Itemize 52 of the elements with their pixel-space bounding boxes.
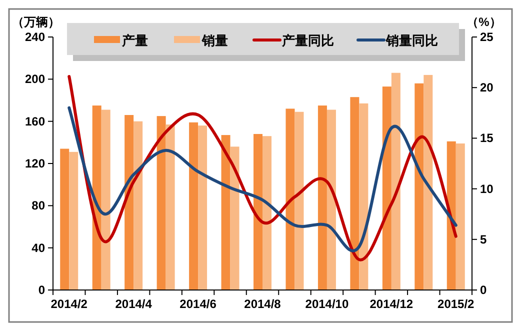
bar: [382, 86, 392, 290]
y2-axis-title: （%）: [466, 15, 502, 29]
bar: [198, 126, 208, 290]
bar: [391, 72, 400, 290]
bar: [286, 108, 295, 290]
bar: [101, 110, 110, 290]
legend-label: 产量: [121, 33, 148, 48]
legend-label: 销量同比: [385, 33, 438, 48]
y-tick-label: 40: [32, 240, 46, 255]
bar: [262, 136, 272, 290]
x-tick-label: 2014/4: [115, 297, 152, 311]
y-tick-label: 200: [24, 72, 46, 86]
bar: [424, 74, 433, 290]
x-tick-label: 2014/12: [370, 297, 414, 311]
x-tick-label: 2015/2: [438, 297, 475, 311]
y2-tick-label: 0: [480, 283, 487, 297]
y-axis-title: （万辆）: [12, 15, 60, 29]
y-tick-label: 120: [24, 156, 46, 170]
bar: [124, 115, 134, 290]
bar: [254, 134, 262, 290]
y2-tick-label: 10: [480, 182, 494, 196]
bar: [326, 110, 336, 290]
bar: [69, 152, 78, 290]
x-tick-label: 2014/6: [180, 297, 217, 311]
bar: [294, 112, 304, 290]
bar: [156, 116, 166, 290]
legend-label: 销量: [201, 33, 228, 48]
y2-tick-label: 20: [480, 80, 494, 95]
bar: [350, 97, 360, 290]
bar: [166, 124, 175, 290]
x-tick-label: 2014/8: [244, 297, 282, 311]
y2-tick-label: 25: [480, 30, 494, 44]
legend-label: 产量同比: [281, 33, 334, 48]
bar: [60, 148, 70, 290]
bar: [446, 141, 456, 290]
y-tick-label: 80: [32, 198, 46, 213]
x-tick-label: 2014/2: [50, 297, 88, 311]
bar: [134, 121, 143, 290]
y-tick-label: 160: [24, 114, 46, 128]
y-tick-label: 0: [38, 283, 46, 297]
bar: [359, 103, 368, 290]
bar: [189, 122, 198, 290]
bar: [230, 146, 240, 290]
bar: [92, 106, 102, 290]
bar: [221, 135, 230, 290]
bar: [318, 106, 327, 290]
x-tick-label: 2014/10: [305, 297, 349, 311]
y-tick-label: 240: [24, 30, 46, 44]
bar: [456, 143, 465, 290]
y2-tick-label: 15: [480, 131, 494, 146]
y2-tick-label: 5: [480, 232, 487, 246]
bar: [414, 83, 424, 290]
